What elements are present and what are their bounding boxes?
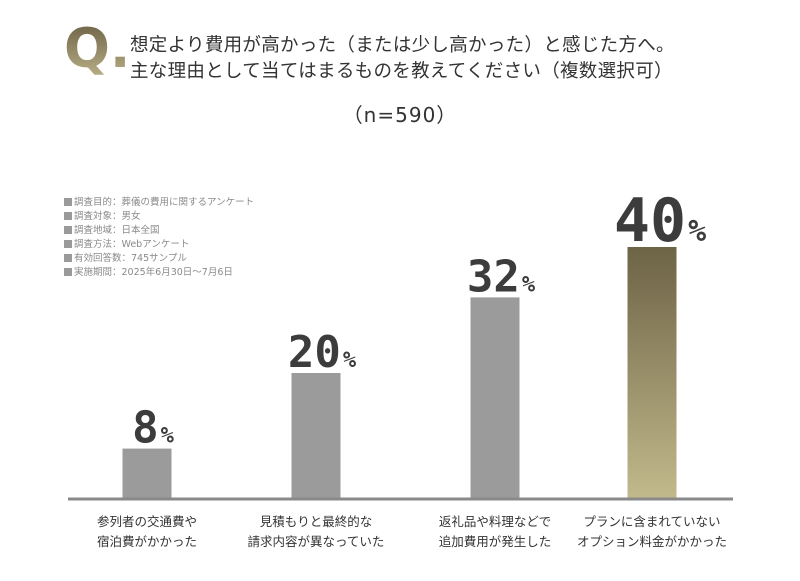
survey-info-item: 有効回答数：745サンプル (64, 252, 254, 266)
survey-info-item: 調査方法：Webアンケート (64, 238, 254, 252)
survey-info-item: 調査対象：男女 (64, 210, 254, 224)
bar-3 (470, 297, 520, 499)
category-label-3: 返礼品や料理などで 追加費用が発生した (438, 514, 552, 549)
bullet-square-icon (64, 240, 72, 248)
survey-info-item: 実施期間：2025年6月30日〜7月6日 (64, 266, 254, 280)
bar-1 (122, 448, 172, 499)
question-mark-logo: Q. (64, 17, 131, 80)
bullet-square-icon (64, 268, 72, 276)
data-label-4: 40% (614, 186, 706, 256)
bar-4 (627, 247, 677, 499)
bullet-square-icon (64, 212, 72, 220)
bar-2 (291, 373, 341, 499)
bullet-square-icon (64, 226, 72, 234)
category-label-1: 参列者の交通費や 宿泊費がかかった (96, 514, 197, 549)
data-label-1: 8% (132, 403, 175, 454)
bullet-square-icon (64, 254, 72, 262)
question-text: 想定より費用が高かった（または少し高かった）と感じた方へ。 主な理由として当ては… (130, 33, 770, 85)
survey-info-item: 調査地域：日本全国 (64, 224, 254, 238)
data-label-2: 20% (288, 327, 357, 378)
survey-info-item: 調査目的：葬儀の費用に関するアンケート (64, 196, 254, 210)
question-line-1: 想定より費用が高かった（または少し高かった）と感じた方へ。 (130, 35, 675, 56)
question-line-2: 主な理由として当てはまるものを教えてください（複数選択可） (130, 61, 673, 82)
survey-info: 調査目的：葬儀の費用に関するアンケート 調査対象：男女 調査地域：日本全国 調査… (64, 196, 254, 280)
data-label-3: 32% (467, 251, 536, 302)
category-label-2: 見積もりと最終的な 請求内容が異なっていた (247, 514, 385, 549)
bullet-square-icon (64, 198, 72, 206)
category-label-4: プランに含まれていない オプション料金がかかった (576, 514, 727, 549)
sample-size: （n=590） (342, 103, 458, 127)
